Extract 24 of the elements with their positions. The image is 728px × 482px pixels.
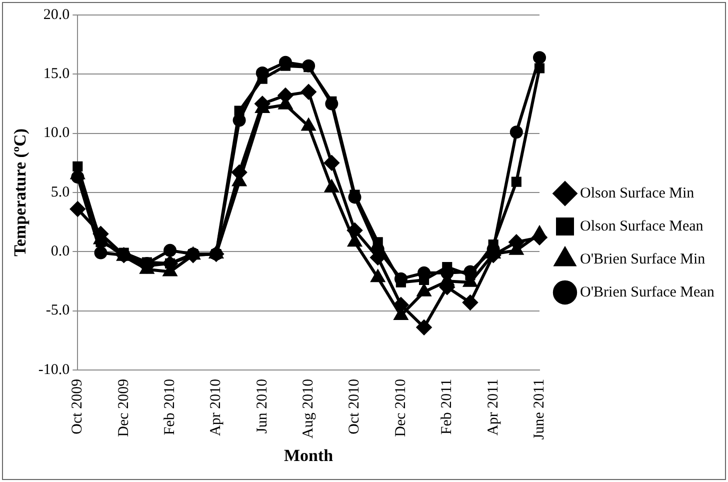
- y-tick-label: 5.0: [50, 184, 70, 200]
- x-tick-label: Aug 2010: [300, 378, 317, 439]
- y-tick-label: 10.0: [43, 125, 70, 142]
- x-tick-label: Oct 2010: [346, 378, 363, 434]
- legend-label: Olson Surface Mean: [580, 218, 704, 234]
- x-axis-title: Month: [284, 446, 334, 466]
- x-tick-label: June 2011: [531, 378, 548, 440]
- x-tick-label: Apr 2011: [485, 378, 502, 436]
- y-axis-title: Temperature (ºC): [10, 128, 30, 256]
- x-tick-label: Feb 2010: [162, 378, 178, 436]
- legend-label: Olson Surface Min: [580, 185, 695, 202]
- x-tick-label: Dec 2009: [116, 378, 132, 437]
- y-tick-label: 0.0: [50, 244, 70, 260]
- y-tick-label: 20.0: [43, 6, 70, 23]
- x-tick-label: Apr 2010: [208, 378, 224, 436]
- legend-label: O'Brien Surface Mean: [580, 284, 715, 300]
- x-tick-label: Jun 2010: [254, 378, 270, 434]
- y-tick-label: 15.0: [43, 66, 70, 82]
- x-tick-label: Dec 2010: [392, 378, 409, 437]
- legend-label: O'Brien Surface Min: [580, 251, 706, 268]
- y-tick-label: -10.0: [38, 362, 70, 378]
- x-tick-label: Oct 2009: [70, 378, 86, 434]
- y-tick-label: -5.0: [46, 302, 70, 319]
- x-tick-label: Feb 2011: [439, 378, 456, 435]
